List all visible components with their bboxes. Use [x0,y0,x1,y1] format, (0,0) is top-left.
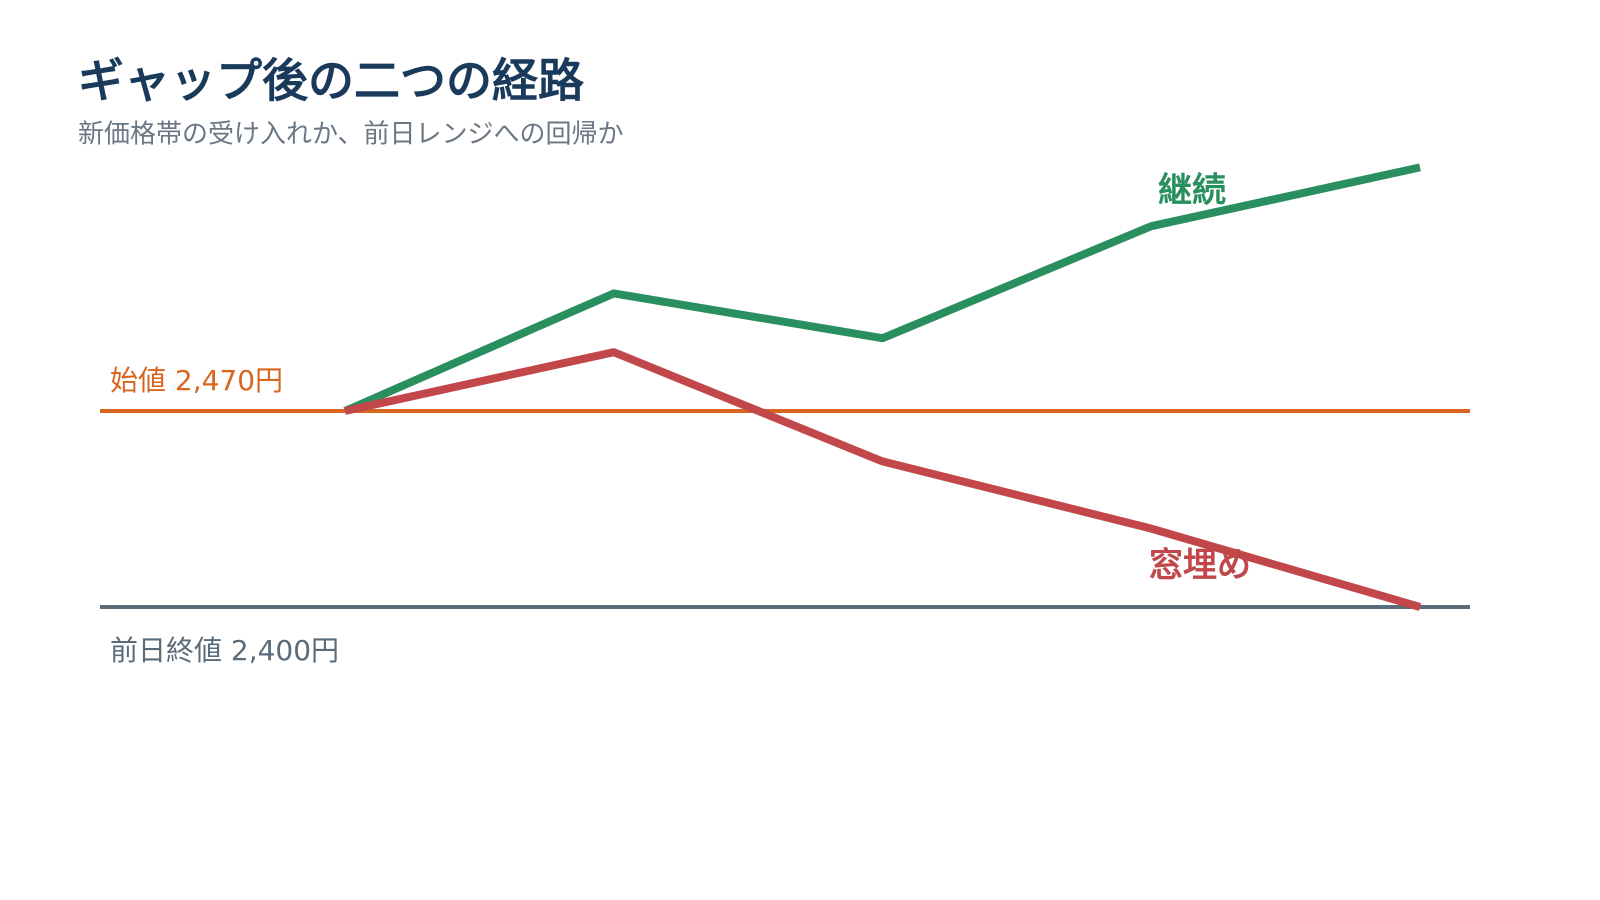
chart-title: ギャップ後の二つの経路 [78,54,585,108]
series-line [343,163,1421,415]
reference-label: 始値 2,470円 [110,364,283,397]
series-label: 窓埋め [1149,546,1251,586]
chart-subtitle: 新価格帯の受け入れか、前日レンジへの回帰か [78,120,623,150]
series-label: 継続 [1158,171,1226,211]
series-line [344,348,1422,611]
reference-label: 前日終値 2,400円 [110,634,339,667]
